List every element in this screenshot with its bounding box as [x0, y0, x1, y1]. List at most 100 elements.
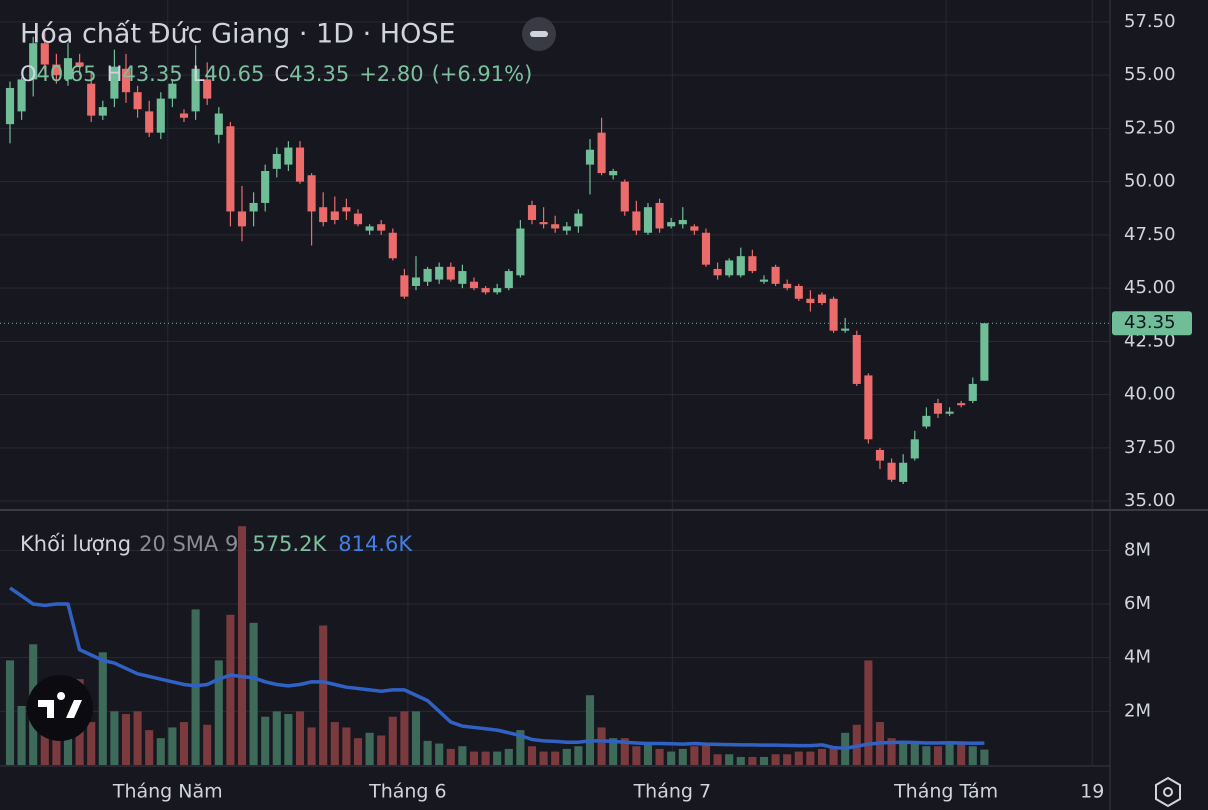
volume-bar: [17, 705, 26, 765]
volume-bar: [156, 738, 165, 765]
volume-bar: [585, 695, 595, 765]
volume-bar: [539, 751, 548, 765]
candle-body: [759, 279, 769, 282]
volume-bar: [725, 754, 734, 765]
y-tick-label: 50.00: [1124, 171, 1176, 192]
y-tick-label: 8M: [1124, 539, 1151, 560]
candle-body: [643, 207, 653, 233]
candle-body: [261, 170, 270, 203]
candle-body: [29, 43, 38, 80]
volume-bar: [133, 711, 142, 765]
volume-bar: [794, 751, 803, 765]
candle-body: [87, 83, 96, 116]
volume-bar: [968, 746, 977, 765]
settings-dot[interactable]: [1163, 787, 1173, 797]
candle-body: [504, 271, 513, 289]
volume-title: Khối lượng: [20, 532, 131, 556]
volume-bar: [887, 738, 896, 765]
legend-value: 43.35: [122, 62, 182, 86]
candle-body: [771, 266, 780, 284]
y-tick-label: 2M: [1124, 700, 1151, 721]
volume-bar: [98, 652, 107, 765]
volume-bar: [945, 743, 954, 765]
candle-body: [725, 260, 734, 276]
candle-body: [783, 283, 792, 289]
volume-bar: [388, 716, 397, 765]
candle-body: [980, 323, 989, 381]
candle-body: [690, 226, 699, 231]
volume-bar: [504, 748, 513, 765]
logo-mark: [38, 692, 82, 718]
volume-bar: [423, 740, 432, 765]
candle-body: [551, 224, 560, 229]
y-tick-label: 42.50: [1124, 330, 1176, 351]
y-tick-label: 57.50: [1124, 11, 1176, 32]
x-tick-label: Tháng Tám: [893, 781, 998, 803]
candle-body: [377, 224, 386, 231]
legend-change: +2.80: [359, 62, 423, 86]
legend-label: C: [274, 62, 289, 86]
last-price-box: [1112, 311, 1192, 336]
candle-body: [585, 149, 595, 165]
candle-body: [145, 111, 154, 133]
candle-body: [272, 153, 281, 169]
candle-body: [237, 211, 247, 227]
y-tick-label: 52.50: [1124, 117, 1176, 138]
x-tick-label: 19: [1080, 781, 1104, 803]
candle-body: [156, 98, 165, 133]
candle-body: [562, 226, 571, 231]
candle-body: [342, 207, 351, 212]
volume-bar: [121, 714, 131, 765]
candle-body: [667, 222, 676, 227]
candle-body: [214, 113, 223, 135]
candle-body: [736, 256, 745, 276]
candle-body: [609, 170, 618, 176]
candle-body: [75, 62, 84, 67]
x-tick-label: Tháng 6: [368, 781, 447, 803]
volume-bar: [736, 756, 745, 765]
candle-body: [852, 334, 861, 384]
candle-body: [864, 375, 873, 440]
settings-icon[interactable]: [1155, 776, 1181, 808]
volume-bar: [411, 711, 421, 765]
legend-label: L: [193, 62, 205, 86]
candle-body: [319, 207, 328, 223]
volume-bar: [527, 746, 537, 765]
candle-body: [527, 205, 537, 220]
volume-bar: [667, 751, 676, 765]
candle-body: [5, 87, 15, 125]
settings-hexagon[interactable]: [1155, 776, 1181, 808]
volume-bar: [864, 660, 873, 765]
volume-bar: [516, 730, 525, 765]
volume-bar: [748, 756, 757, 765]
volume-bar: [353, 738, 363, 765]
candle-body: [701, 232, 711, 265]
volume-bar: [249, 622, 258, 765]
volume-bar: [829, 746, 838, 765]
volume-bar: [632, 746, 641, 765]
volume-bar: [377, 735, 386, 765]
legend-change-pct: (+6.91%): [432, 62, 533, 86]
volume-bar: [562, 748, 571, 765]
candle-body: [794, 285, 803, 299]
candle-body: [284, 147, 293, 165]
volume-bar: [237, 526, 247, 765]
candle-body: [945, 411, 954, 414]
volume-bar: [493, 751, 502, 765]
candle-body: [52, 64, 61, 76]
volume-bar: [574, 746, 583, 765]
volume-bar: [481, 751, 490, 765]
sma-line: [9, 586, 985, 751]
candle-body: [481, 288, 490, 293]
candle-body: [748, 256, 757, 272]
volume-bar: [295, 711, 305, 765]
candle-body: [632, 211, 641, 231]
volume-bar: [643, 743, 653, 765]
x-tick-label: Tháng Năm: [112, 781, 223, 803]
chart-title: Hóa chất Đức Giang · 1D · HOSE: [20, 19, 456, 50]
volume-bar: [203, 724, 212, 765]
candle-body: [17, 79, 26, 112]
volume-bar: [609, 738, 618, 765]
candle-body: [435, 266, 444, 280]
